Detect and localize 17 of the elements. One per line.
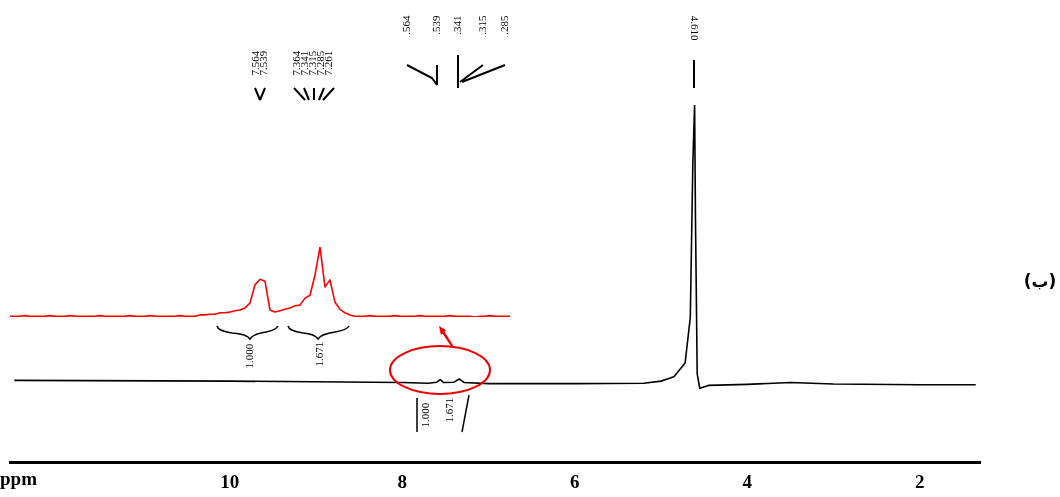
x-tick-label: 10 xyxy=(220,470,240,492)
annotation: 1.671 xyxy=(442,397,455,423)
text: .341 xyxy=(450,15,463,35)
x-axis-title: ppm xyxy=(0,467,38,489)
x-tick-label: 2 xyxy=(914,470,925,492)
text: 4.610 xyxy=(689,15,702,41)
x-tick-label: 4 xyxy=(742,470,753,492)
x-tick-label: 8 xyxy=(397,470,408,492)
text: .285 xyxy=(497,14,510,35)
annotation: 1.671 xyxy=(312,341,325,367)
annotation: 1.000 xyxy=(418,402,431,428)
text: (ب) xyxy=(1023,271,1057,292)
annotation: 1.000 xyxy=(242,343,255,369)
x-tick-label: 6 xyxy=(570,470,580,492)
text: .564 xyxy=(399,14,412,35)
text: .539 xyxy=(429,14,442,35)
text: .315 xyxy=(475,14,488,35)
